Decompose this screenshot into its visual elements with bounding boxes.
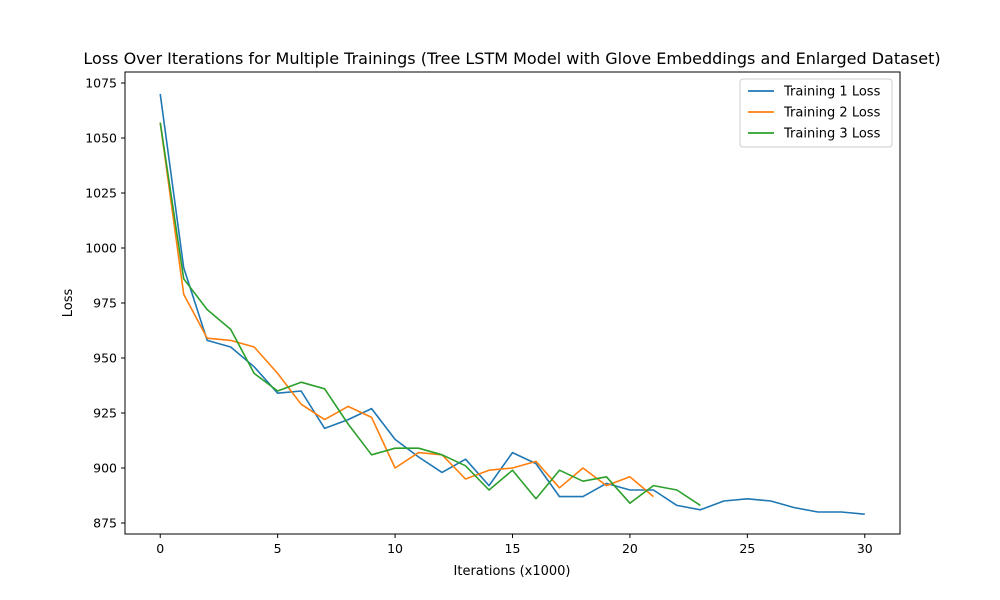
y-tick-label: 925: [93, 406, 117, 421]
legend-label-2: Training 2 Loss: [783, 106, 881, 121]
y-tick-label: 1025: [85, 186, 117, 201]
y-tick-label: 975: [93, 296, 117, 311]
y-tick-label: 1000: [85, 241, 117, 256]
chart-title: Loss Over Iterations for Multiple Traini…: [83, 49, 940, 68]
y-tick-label: 900: [93, 461, 117, 476]
x-axis-label: Iterations (x1000): [454, 564, 571, 579]
legend-label-3: Training 3 Loss: [783, 127, 881, 142]
y-axis: 875 900 925 950 975 1000 1025 1050 1075: [85, 76, 125, 531]
y-tick-label: 875: [93, 516, 117, 531]
y-tick-label: 1050: [85, 131, 117, 146]
y-tick-label: 950: [93, 351, 117, 366]
x-tick-label: 0: [156, 541, 164, 556]
plot-area: [159, 93, 865, 515]
y-tick-label: 1075: [85, 76, 117, 91]
x-axis: 0 5 10 15 20 25 30: [156, 534, 873, 556]
x-tick-label: 25: [739, 541, 755, 556]
series-line-1: [159, 93, 865, 515]
x-tick-label: 10: [387, 541, 403, 556]
legend: Training 1 Loss Training 2 Loss Training 3…: [739, 78, 893, 148]
legend-label-1: Training 1 Loss: [783, 85, 881, 100]
x-tick-label: 30: [857, 541, 873, 556]
series-line-3: [159, 122, 701, 507]
series-line-2: [159, 122, 654, 498]
x-tick-label: 15: [505, 541, 521, 556]
x-tick-label: 5: [274, 541, 282, 556]
legend-box: [739, 78, 893, 148]
x-tick-label: 20: [622, 541, 638, 556]
y-axis-label: Loss: [61, 289, 76, 318]
